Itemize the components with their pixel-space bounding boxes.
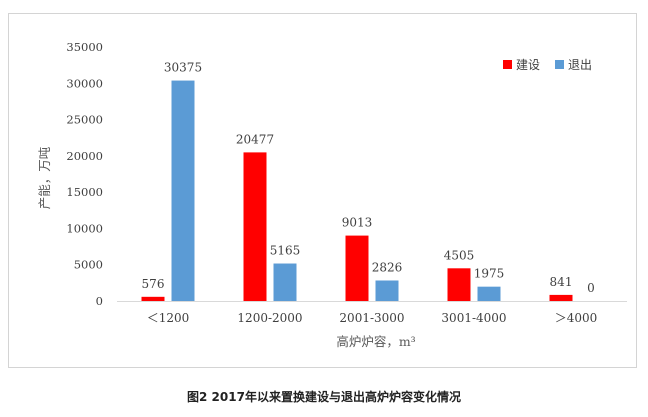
x-tick-label: 2001-3000	[339, 311, 404, 325]
bar-exit	[171, 80, 195, 301]
y-tick-label: 10000	[66, 221, 103, 235]
x-axis-title: 高炉炉容，m³	[336, 334, 415, 349]
x-tick-label: 1200-2000	[237, 311, 302, 325]
y-tick-label: 30000	[66, 76, 103, 90]
bar-build	[345, 235, 369, 301]
data-label: 30375	[164, 61, 202, 75]
data-label: 0	[587, 281, 595, 295]
y-tick-label: 25000	[66, 113, 103, 127]
legend-label: 退出	[568, 58, 592, 72]
legend-swatch	[555, 60, 564, 69]
data-label: 1975	[474, 267, 505, 281]
data-label: 20477	[236, 132, 274, 146]
y-tick-label: 35000	[66, 40, 103, 54]
y-tick-label: 0	[96, 294, 103, 308]
bar-chart: 0 5000 10000 15000 20000 25000 30000 35000 576 30…	[37, 40, 627, 349]
data-label: 4505	[444, 248, 475, 262]
x-tick-label: 3001-4000	[441, 311, 506, 325]
x-tick-label: ＞4000	[555, 311, 598, 325]
y-axis-title: 产能，万吨	[37, 146, 52, 209]
bar-build	[141, 296, 165, 301]
data-label: 841	[550, 275, 573, 289]
bar-exit	[375, 280, 399, 301]
y-tick-label: 15000	[66, 185, 103, 199]
bar-build	[243, 152, 267, 301]
figure-caption: 图2 2017年以来置换建设与退出高炉炉容变化情况	[187, 390, 461, 404]
data-label: 2826	[372, 260, 403, 274]
bar-exit	[477, 286, 501, 301]
bar-build	[549, 294, 573, 301]
x-tick-label: ＜1200	[147, 311, 190, 325]
y-tick-label: 20000	[66, 149, 103, 163]
legend-label: 建设	[516, 58, 540, 72]
bar-build	[447, 268, 471, 301]
y-tick-label: 5000	[74, 258, 103, 272]
chart-frame: 0 5000 10000 15000 20000 25000 30000 35000 576 30…	[8, 13, 637, 368]
legend-swatch	[503, 60, 512, 69]
bar-exit	[273, 263, 297, 301]
data-label: 576	[142, 277, 165, 291]
data-label: 9013	[342, 216, 373, 230]
data-label: 5165	[270, 244, 301, 258]
